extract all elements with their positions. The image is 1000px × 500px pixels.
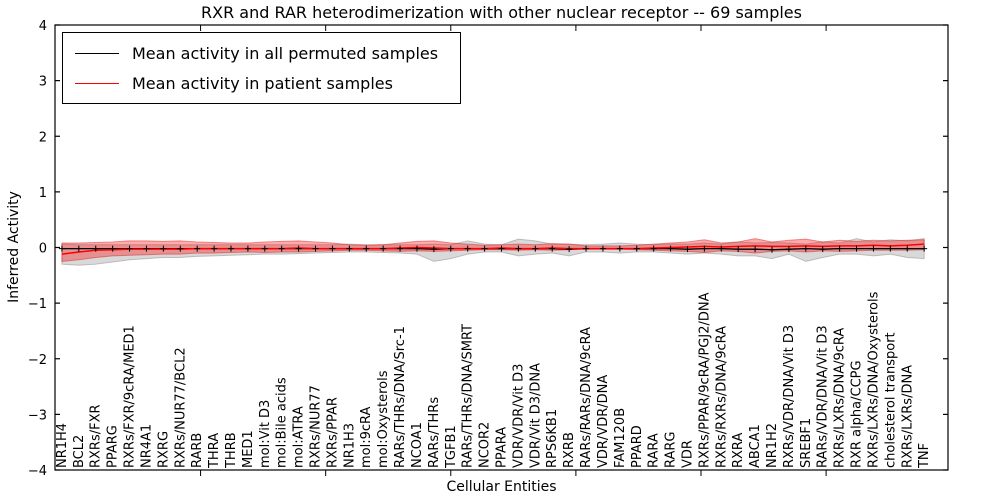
- x-axis-label: Cellular Entities: [446, 479, 557, 495]
- permuted-plus-markers: [58, 245, 928, 253]
- legend: Mean activity in all permuted samples Me…: [62, 32, 462, 104]
- legend-item-patient: Mean activity in patient samples: [75, 68, 438, 98]
- patient-band: [61, 238, 925, 262]
- x-category-label: RXRs/FXR: [89, 404, 104, 468]
- x-category-label: RARA: [647, 433, 662, 468]
- permuted-line-swatch: [75, 52, 119, 54]
- permuted-band: [61, 238, 925, 266]
- x-category-label: VDR: [680, 440, 695, 468]
- x-category-label: mol:9cRA: [359, 406, 374, 468]
- x-category-label: RARs/VDR/DNA/Vit D3: [816, 325, 831, 468]
- x-category-label: RARs/THRs/DNA/Src-1: [393, 326, 408, 468]
- x-category-label: mol:ATRA: [292, 406, 307, 468]
- x-category-label: RXRs/VDR/DNA/Vit D3: [782, 325, 797, 468]
- y-tick-label: 0: [39, 242, 47, 257]
- x-category-label: RXRs/NUR77: [309, 385, 324, 468]
- x-category-label: RXRA: [731, 433, 746, 468]
- x-category-label: RARs/RARs/DNA/9cRA: [579, 327, 594, 468]
- x-category-label: TNF: [917, 443, 932, 469]
- y-tick-label: 3: [39, 75, 47, 90]
- x-category-label: RARs/THRs: [427, 397, 442, 468]
- patient-mean-line: [61, 243, 925, 255]
- x-category-label: RXRs/RXRs/DNA/9cRA: [714, 326, 729, 468]
- x-category-label: THRB: [224, 432, 239, 469]
- x-category-label: VDR/VDR/Vit D3: [511, 364, 526, 468]
- x-category-label: NCOR2: [478, 422, 493, 468]
- x-category-label: RPS6KB1: [545, 409, 560, 468]
- x-category-label: RARs/THRs/DNA/SMRT: [461, 324, 476, 468]
- x-category-label: RXRB: [562, 432, 577, 468]
- x-category-label: BCL2: [72, 435, 87, 468]
- x-category-label: PPARA: [495, 427, 510, 468]
- y-tick-label: −3: [28, 408, 47, 423]
- y-tick-label: −2: [28, 353, 47, 368]
- x-category-label: NCOA1: [410, 422, 425, 468]
- y-tick-label: 4: [39, 19, 47, 34]
- y-tick-label: −4: [28, 464, 47, 479]
- x-category-label: MED1: [241, 430, 256, 468]
- x-category-label: VDR/Vit D3/DNA: [528, 363, 543, 468]
- x-category-label: ABCA1: [748, 424, 763, 468]
- x-category-label: SREBF1: [799, 418, 814, 468]
- x-category-label: RXR alpha/CCPG: [850, 360, 865, 468]
- x-category-label: FAM120B: [613, 408, 628, 468]
- legend-item-permuted: Mean activity in all permuted samples: [75, 38, 438, 68]
- x-category-label: RXRs/FXR/9cRA/MED1: [123, 325, 138, 468]
- x-category-label: PPARD: [630, 425, 645, 468]
- legend-label-permuted: Mean activity in all permuted samples: [132, 43, 439, 63]
- x-category-label: RXRG: [156, 431, 171, 468]
- y-tick-label: 2: [39, 130, 47, 145]
- y-axis-label: Inferred Activity: [6, 191, 22, 303]
- x-category-label: RXRs/PPAR: [325, 397, 340, 468]
- y-tick-label: −1: [28, 297, 47, 312]
- x-category-label: NR1H2: [765, 423, 780, 468]
- x-category-label: RXRs/LXRs/DNA/Oxysterols: [866, 291, 881, 468]
- x-category-label: mol:Oxysterols: [376, 370, 391, 468]
- x-category-label: NR1H3: [342, 423, 357, 468]
- x-category-label: TGFB1: [444, 425, 459, 469]
- x-category-label: mol:Vit D3: [258, 400, 273, 468]
- x-category-label: NR4A1: [139, 424, 154, 468]
- chart-title: RXR and RAR heterodimerization with othe…: [201, 3, 802, 22]
- x-category-label: RARB: [190, 433, 205, 468]
- y-tick-label: 1: [39, 186, 47, 201]
- legend-label-patient: Mean activity in patient samples: [132, 73, 393, 93]
- x-category-label: cholesterol transport: [883, 332, 898, 468]
- x-category-label: RXRs/LXRs/DNA: [900, 365, 915, 468]
- x-category-label: RARG: [664, 431, 679, 468]
- x-category-label: RXRs/PPAR/9cRA/PGJ2/DNA: [697, 292, 712, 468]
- x-category-label: RXRs/NUR77/BCL2: [173, 347, 188, 468]
- x-category-label: RXRs/LXRs/DNA/9cRA: [833, 328, 848, 468]
- x-category-label: THRA: [207, 433, 222, 469]
- x-category-label: mol:Bile acids: [275, 377, 290, 468]
- x-category-label: VDR/VDR/DNA: [596, 375, 611, 468]
- x-category-label: PPARG: [106, 425, 121, 468]
- patient-line-swatch: [75, 82, 119, 84]
- x-category-label: NR1H4: [55, 423, 70, 468]
